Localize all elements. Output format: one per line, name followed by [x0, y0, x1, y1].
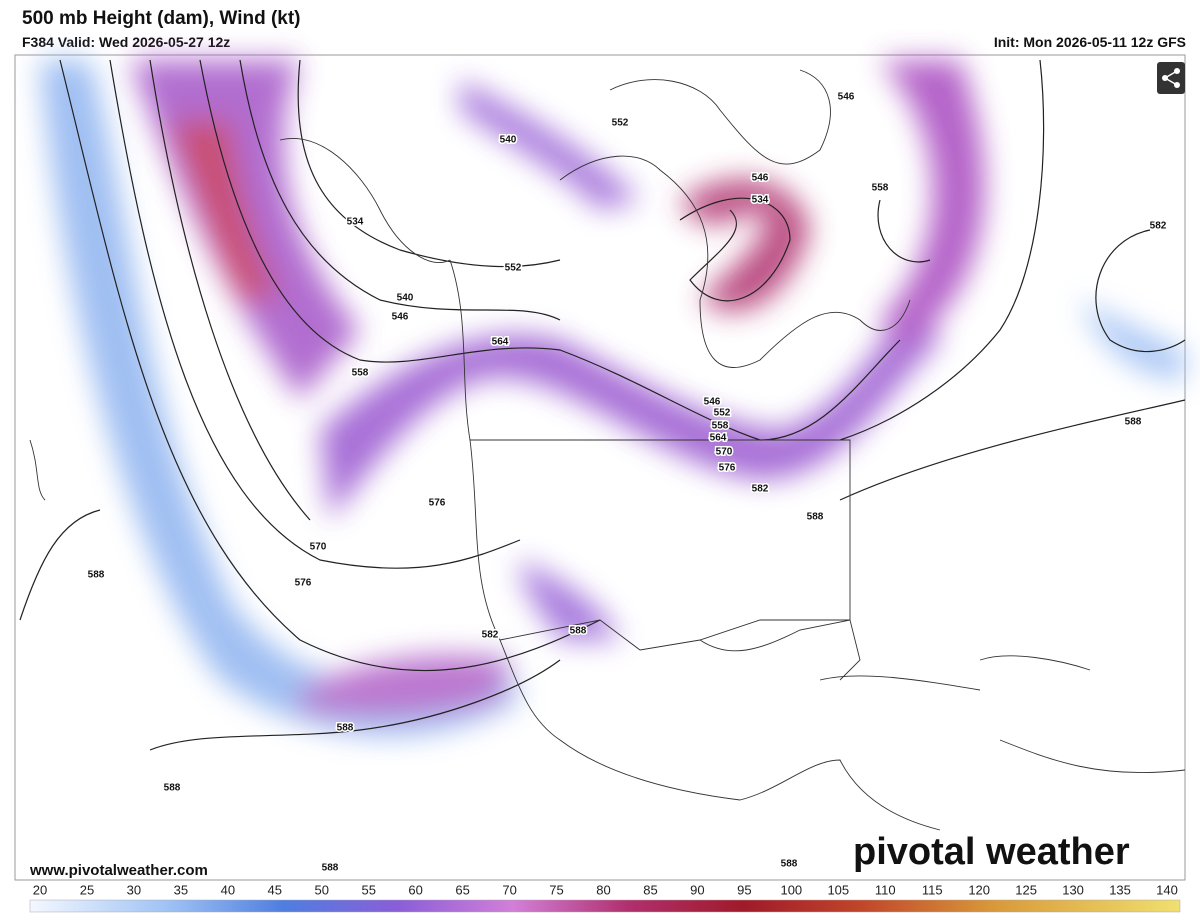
contour-label: 588	[807, 512, 824, 523]
colorbar-label: 25	[80, 882, 94, 897]
title: 500 mb Height (dam), Wind (kt)	[22, 8, 301, 29]
contour-label: 540	[397, 293, 414, 304]
website: www.pivotalweather.com	[29, 862, 208, 879]
colorbar-label: 45	[268, 882, 282, 897]
contour-label: 546	[752, 173, 769, 184]
colorbar-label: 70	[502, 882, 516, 897]
contour-label: 564	[492, 337, 509, 348]
contour-label: 588	[337, 723, 354, 734]
colorbar-label: 140	[1156, 882, 1178, 897]
contour-label: 552	[714, 408, 731, 419]
colorbar-label: 20	[33, 882, 47, 897]
logo: pivotal weather	[853, 831, 1130, 873]
colorbar-label: 90	[690, 882, 704, 897]
contour-label: 582	[1150, 221, 1167, 232]
colorbar-label: 135	[1109, 882, 1131, 897]
coastlines	[29, 69, 1186, 831]
colorbar-label: 40	[221, 882, 235, 897]
share-icon	[1162, 68, 1180, 88]
colorbar-label: 110	[875, 882, 896, 897]
contour-label: 546	[838, 92, 855, 103]
colorbar-label: 115	[922, 882, 943, 897]
contour-label: 534	[347, 217, 364, 228]
colorbar-label: 50	[315, 882, 329, 897]
colorbar-label: 120	[968, 882, 990, 897]
colorbar-label: 80	[596, 882, 610, 897]
contour-label: 588	[1125, 417, 1142, 428]
contour-label: 552	[505, 263, 522, 274]
contour-label: 558	[872, 183, 889, 194]
colorbar-label: 55	[361, 882, 375, 897]
contour-label: 588	[164, 783, 181, 794]
colorbar-label: 35	[174, 882, 188, 897]
wind-shading	[40, 60, 1185, 737]
colorbar-label: 130	[1062, 882, 1084, 897]
contour-label: 558	[352, 368, 369, 379]
contour-label: 552	[612, 118, 629, 129]
contour-label: 582	[752, 484, 769, 495]
colorbar-label: 30	[127, 882, 141, 897]
share-button[interactable]	[1157, 62, 1185, 94]
colorbar	[29, 899, 1181, 913]
contour-label: 570	[716, 447, 733, 458]
contour-label: 582	[482, 630, 499, 641]
contour-label: 546	[392, 312, 409, 323]
colorbar-label: 105	[827, 882, 849, 897]
contour-label: 588	[781, 859, 798, 870]
colorbar-label: 75	[549, 882, 563, 897]
contour-label: 576	[719, 463, 736, 474]
contour-label: 546	[704, 397, 721, 408]
colorbar-label: 60	[408, 882, 422, 897]
colorbar-label: 85	[643, 882, 657, 897]
valid-time: F384 Valid: Wed 2026-05-27 12z	[22, 34, 231, 50]
contour-label: 558	[712, 421, 729, 432]
contour-label: 588	[570, 626, 587, 637]
contour-label: 540	[500, 135, 517, 146]
colorbar-label: 95	[737, 882, 751, 897]
contour-label: 564	[710, 433, 727, 444]
height-contours	[19, 59, 1186, 751]
colorbar-label: 125	[1015, 882, 1037, 897]
colorbar-label: 100	[780, 882, 802, 897]
contour-label: 534	[752, 195, 769, 206]
contour-label: 576	[295, 578, 312, 589]
contour-label: 588	[88, 570, 105, 581]
contour-label: 570	[310, 542, 327, 553]
init-time: Init: Mon 2026-05-11 12z GFS	[993, 34, 1186, 50]
contour-label: 588	[322, 863, 339, 874]
colorbar-label: 65	[455, 882, 469, 897]
contour-label: 576	[429, 498, 446, 509]
